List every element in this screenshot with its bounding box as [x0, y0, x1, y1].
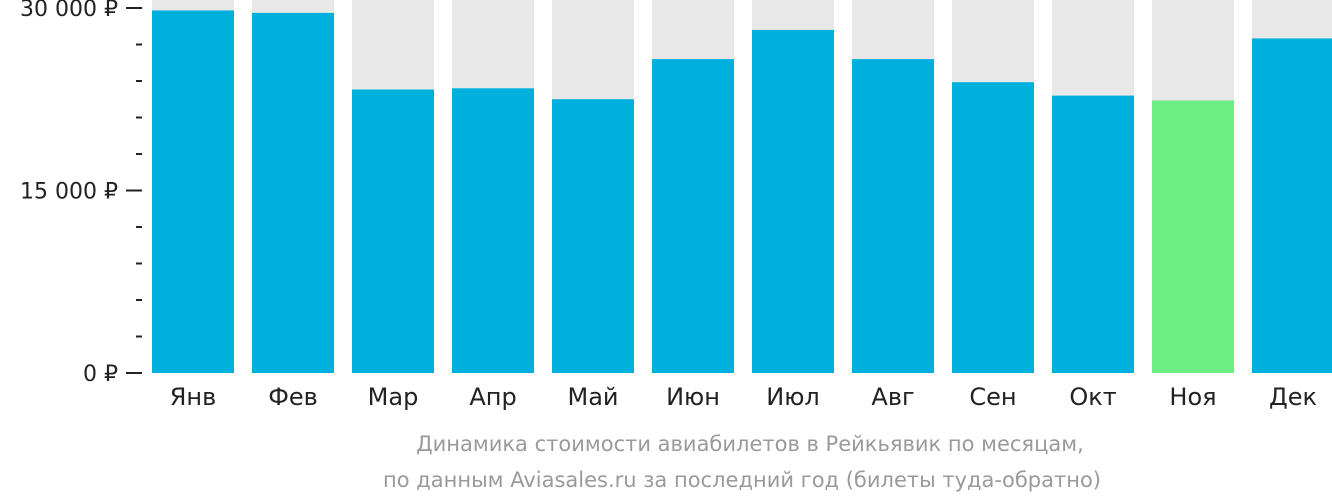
y-tick-label-1: 0 ₽ [83, 362, 118, 387]
x-axis-labels: Янв Фев Мар Апр Май Июн Июл Авг Сен Окт Ноя Дек [170, 383, 1317, 411]
y-tick-label-2: 15 000 ₽ [20, 180, 118, 205]
bar-4[interactable] [452, 88, 534, 374]
y-axis: 0 ₽ 15 000 ₽ 30 000 ₽ [20, 0, 142, 387]
x-tick-label-9: Сен [969, 383, 1016, 411]
bar-10[interactable] [1052, 95, 1134, 373]
x-tick-label-3: Мар [368, 383, 419, 411]
bar-5[interactable] [552, 99, 634, 373]
x-tick-label-8: Авг [871, 383, 914, 411]
x-tick-label-6: Июн [666, 383, 720, 411]
x-tick-label-11: Ноя [1169, 383, 1216, 411]
bar-7[interactable] [752, 29, 834, 374]
bar-6[interactable] [652, 59, 734, 373]
bar-12[interactable] [1252, 38, 1332, 374]
x-tick-label-5: Май [567, 383, 618, 411]
data-bars [152, 10, 1332, 374]
x-tick-label-10: Окт [1069, 383, 1116, 411]
bar-11[interactable] [1152, 100, 1234, 373]
caption-line-1: Динамика стоимости авиабилетов в Рейкьяв… [416, 432, 1084, 456]
bar-9[interactable] [952, 82, 1034, 373]
bar-8[interactable] [852, 59, 934, 373]
x-tick-label-2: Фев [268, 383, 318, 411]
x-tick-label-1: Янв [170, 383, 217, 411]
x-tick-label-12: Дек [1269, 383, 1317, 411]
x-tick-label-4: Апр [469, 383, 516, 411]
caption-line-2: по данным Aviasales.ru за последний год … [383, 468, 1101, 492]
y-tick-label-3: 30 000 ₽ [20, 0, 118, 22]
bar-1[interactable] [152, 10, 234, 374]
x-tick-label-7: Июл [766, 383, 820, 411]
bar-2[interactable] [252, 12, 334, 373]
bar-3[interactable] [352, 89, 434, 374]
